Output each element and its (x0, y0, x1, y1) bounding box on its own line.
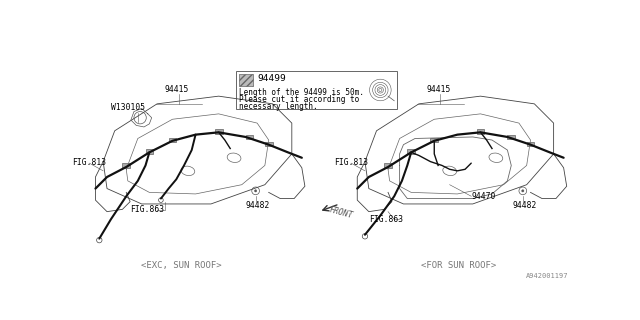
Circle shape (255, 190, 257, 192)
Bar (168, 138, 176, 142)
Text: FIG.863: FIG.863 (130, 205, 164, 214)
Text: Length of the 94499 is 50m.: Length of the 94499 is 50m. (239, 88, 364, 98)
Text: FIG.813: FIG.813 (72, 158, 106, 167)
Text: <FOR SUN ROOF>: <FOR SUN ROOF> (421, 261, 497, 270)
Bar (407, 149, 415, 154)
Bar (246, 135, 253, 139)
Text: 94482: 94482 (246, 201, 270, 210)
Bar (508, 135, 515, 139)
Bar (215, 129, 223, 134)
Bar (527, 141, 534, 146)
Bar (145, 149, 153, 154)
Bar (265, 141, 273, 146)
Text: 94499: 94499 (257, 74, 286, 83)
Circle shape (522, 190, 524, 192)
Text: FRONT: FRONT (328, 205, 354, 220)
Text: W130105: W130105 (111, 103, 145, 112)
Text: 94482: 94482 (513, 201, 537, 210)
Bar (239, 74, 253, 86)
Bar (236, 71, 397, 109)
Text: FIG.813: FIG.813 (334, 158, 368, 167)
Text: FIG.863: FIG.863 (369, 215, 403, 224)
Bar (431, 138, 438, 142)
Text: 94470: 94470 (471, 192, 495, 201)
Bar (384, 163, 392, 168)
Text: 94415: 94415 (164, 85, 189, 94)
Text: Please cut it according to: Please cut it according to (239, 95, 360, 104)
Bar (122, 163, 130, 168)
Bar (477, 129, 484, 134)
Text: necessary length.: necessary length. (239, 102, 318, 111)
Text: 94415: 94415 (427, 85, 451, 94)
Text: A942001197: A942001197 (525, 273, 568, 279)
Text: <EXC, SUN ROOF>: <EXC, SUN ROOF> (141, 261, 222, 270)
